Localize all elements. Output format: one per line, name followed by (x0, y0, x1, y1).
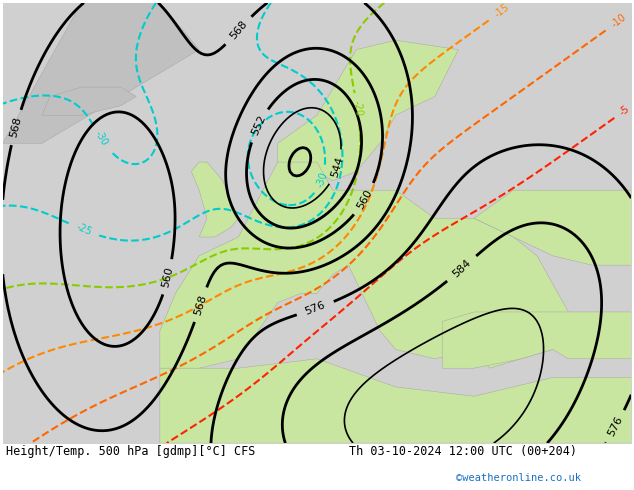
Text: ©weatheronline.co.uk: ©weatheronline.co.uk (456, 473, 581, 483)
Text: 576: 576 (304, 300, 327, 317)
Polygon shape (278, 40, 458, 181)
Text: -20: -20 (351, 99, 363, 117)
Text: Th 03-10-2024 12:00 UTC (00+204): Th 03-10-2024 12:00 UTC (00+204) (349, 445, 577, 458)
Text: -30: -30 (93, 129, 110, 148)
Text: 544: 544 (330, 156, 346, 179)
Text: -15: -15 (493, 2, 511, 20)
Text: 560: 560 (356, 188, 375, 211)
Text: -5: -5 (618, 104, 631, 118)
Text: 576: 576 (606, 415, 625, 438)
Text: 560: 560 (161, 266, 175, 288)
Text: 568: 568 (193, 293, 209, 316)
Text: 568: 568 (8, 116, 23, 139)
Text: 568: 568 (228, 19, 249, 42)
Text: -30: -30 (314, 171, 329, 189)
Polygon shape (443, 312, 631, 368)
Text: 584: 584 (451, 258, 473, 280)
Text: 552: 552 (250, 114, 268, 137)
Text: -10: -10 (609, 12, 628, 30)
Polygon shape (3, 3, 199, 143)
Polygon shape (191, 162, 238, 237)
Text: Height/Temp. 500 hPa [gdmp][°C] CFS: Height/Temp. 500 hPa [gdmp][°C] CFS (6, 445, 256, 458)
Polygon shape (474, 190, 631, 265)
Polygon shape (160, 359, 631, 443)
Polygon shape (42, 87, 136, 115)
Text: -25: -25 (74, 222, 93, 238)
Polygon shape (160, 162, 568, 368)
